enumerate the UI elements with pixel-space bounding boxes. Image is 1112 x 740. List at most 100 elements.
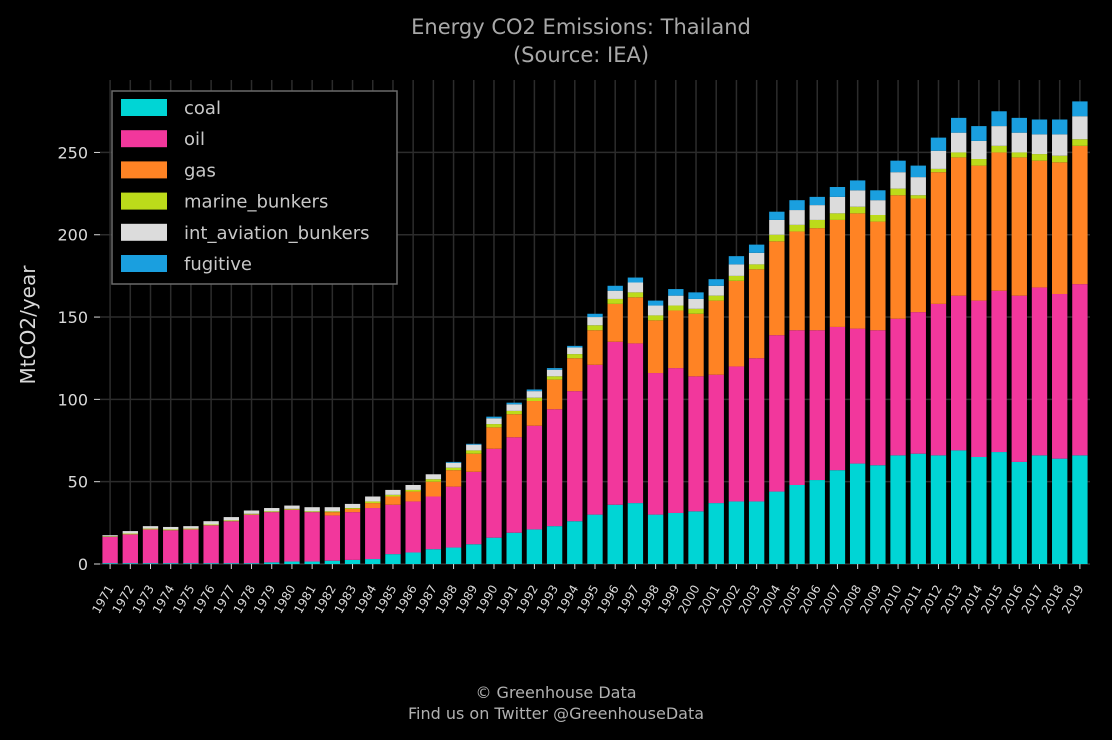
bar-fugitive-1993 <box>546 368 563 370</box>
bar-oil-1976 <box>203 525 219 564</box>
bar-int_aviation_bunkers-1976 <box>203 521 219 525</box>
bar-marine_bunkers-1983 <box>344 508 361 509</box>
bar-marine_bunkers-2015 <box>991 145 1007 153</box>
legend-label-coal: coal <box>184 98 221 119</box>
bar-marine_bunkers-1974 <box>163 529 179 531</box>
bar-gas-1986 <box>405 491 421 502</box>
bar-marine_bunkers-2013 <box>950 152 967 158</box>
bar-int_aviation_bunkers-2013 <box>950 132 967 153</box>
bar-oil-1982 <box>324 515 341 561</box>
legend-swatch-oil <box>121 130 167 148</box>
bar-fugitive-2006 <box>809 196 825 206</box>
bar-gas-2011 <box>910 198 926 313</box>
bar-marine_bunkers-1995 <box>587 325 603 331</box>
bar-fugitive-1992 <box>526 389 543 392</box>
bar-int_aviation_bunkers-1998 <box>647 305 664 316</box>
bar-marine_bunkers-1992 <box>526 397 543 402</box>
bar-oil-2019 <box>1072 284 1088 456</box>
bar-oil-2003 <box>748 358 765 502</box>
bar-gas-1984 <box>365 503 381 509</box>
bar-marine_bunkers-2009 <box>870 214 886 222</box>
chart-title: Energy CO2 Emissions: Thailand <box>411 15 751 39</box>
bar-oil-1985 <box>385 504 401 555</box>
bar-coal-1991 <box>506 532 522 564</box>
legend-swatch-int_aviation_bunkers <box>121 223 167 241</box>
bar-fugitive-1997 <box>627 277 644 283</box>
bar-int_aviation_bunkers-1993 <box>546 369 563 377</box>
bar-int_aviation_bunkers-1973 <box>142 526 159 529</box>
bar-fugitive-1988 <box>445 461 462 463</box>
legend-swatch-coal <box>121 99 167 116</box>
bar-int_aviation_bunkers-1996 <box>607 290 623 299</box>
bar-fugitive-1991 <box>506 402 522 405</box>
bar-oil-1988 <box>445 486 462 548</box>
bar-marine_bunkers-2004 <box>769 234 785 242</box>
bar-marine_bunkers-1986 <box>405 489 421 492</box>
bar-fugitive-2003 <box>748 244 765 253</box>
bar-int_aviation_bunkers-1991 <box>506 404 522 411</box>
bar-coal-1992 <box>526 529 543 564</box>
bar-coal-2018 <box>1052 458 1068 564</box>
bar-fugitive-1999 <box>668 289 684 296</box>
bar-int_aviation_bunkers-2004 <box>769 219 785 235</box>
bar-fugitive-2002 <box>728 256 745 265</box>
bar-marine_bunkers-2002 <box>728 275 745 281</box>
bar-coal-1987 <box>425 549 442 564</box>
bar-marine_bunkers-2005 <box>789 224 805 232</box>
bar-fugitive-2004 <box>769 211 785 220</box>
bar-gas-1998 <box>647 320 664 374</box>
y-tick-label: 100 <box>57 390 88 409</box>
bar-oil-1977 <box>223 521 240 564</box>
bar-marine_bunkers-1972 <box>122 533 138 535</box>
bar-oil-1996 <box>607 341 623 505</box>
bar-coal-2000 <box>688 511 704 564</box>
bar-gas-1997 <box>627 297 644 344</box>
bar-coal-1972 <box>122 563 138 564</box>
bar-marine_bunkers-2011 <box>910 195 926 199</box>
bar-int_aviation_bunkers-1997 <box>627 282 644 293</box>
bar-coal-2008 <box>849 463 866 564</box>
bar-oil-2018 <box>1052 294 1068 459</box>
bar-oil-1994 <box>567 391 583 522</box>
bar-gas-2010 <box>890 195 906 319</box>
bar-oil-1974 <box>163 530 179 564</box>
bar-marine_bunkers-1973 <box>142 528 159 530</box>
bar-fugitive-2010 <box>890 160 906 173</box>
bar-int_aviation_bunkers-2007 <box>829 196 846 214</box>
legend-swatch-gas <box>121 161 167 179</box>
bar-marine_bunkers-2007 <box>829 213 846 220</box>
bar-oil-1986 <box>405 501 421 553</box>
bar-gas-1989 <box>466 453 482 472</box>
bar-oil-2005 <box>789 330 805 485</box>
bar-fugitive-2009 <box>870 190 886 201</box>
bar-marine_bunkers-1984 <box>365 501 381 504</box>
bar-gas-1987 <box>425 481 442 497</box>
bar-gas-1992 <box>526 401 543 426</box>
bar-int_aviation_bunkers-1985 <box>385 489 401 495</box>
bar-int_aviation_bunkers-2015 <box>991 126 1007 146</box>
bar-marine_bunkers-1979 <box>264 511 280 513</box>
bar-gas-2013 <box>950 157 967 296</box>
bar-int_aviation_bunkers-2008 <box>849 190 866 207</box>
legend-box <box>111 90 398 285</box>
bar-int_aviation_bunkers-2016 <box>1011 132 1027 153</box>
bar-oil-2006 <box>809 330 825 481</box>
bar-coal-1975 <box>183 563 199 564</box>
bar-oil-1981 <box>304 512 320 562</box>
bar-marine_bunkers-1993 <box>546 376 563 380</box>
bar-marine_bunkers-1987 <box>425 479 442 482</box>
bar-marine_bunkers-1980 <box>284 508 300 510</box>
bar-int_aviation_bunkers-1971 <box>102 535 118 537</box>
bar-coal-2003 <box>748 501 765 564</box>
bar-marine_bunkers-1990 <box>486 424 502 428</box>
bar-gas-1995 <box>587 330 603 365</box>
bar-marine_bunkers-1982 <box>324 511 341 513</box>
bar-gas-2003 <box>748 269 765 359</box>
bar-oil-2009 <box>870 330 886 466</box>
bar-oil-2010 <box>890 318 906 456</box>
bar-marine_bunkers-1989 <box>466 450 482 454</box>
bar-marine_bunkers-2016 <box>1011 152 1027 158</box>
bar-oil-1984 <box>365 508 381 560</box>
bar-gas-2007 <box>829 219 846 327</box>
bar-gas-2019 <box>1072 145 1088 285</box>
